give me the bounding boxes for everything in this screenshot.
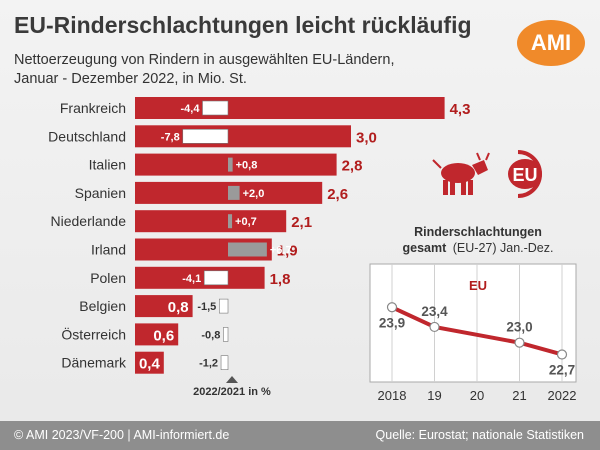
inset-series: 23,9 23,4 23,0 22,7 <box>379 302 575 377</box>
category-label: Deutschland <box>48 128 126 144</box>
bar-value-label: 3,0 <box>356 129 377 146</box>
change-label: -0,8 <box>201 329 220 341</box>
bar-value-label: 1,8 <box>270 271 291 288</box>
x-tick-label: 19 <box>427 388 441 403</box>
change-box <box>228 242 267 257</box>
inset-title-bold: gesamt <box>403 241 448 255</box>
svg-text:EU: EU <box>512 165 537 185</box>
category-label: Belgien <box>79 298 126 314</box>
change-label: +6,7 <box>270 245 292 257</box>
data-label: 23,9 <box>379 315 405 330</box>
cow-icon <box>432 152 490 195</box>
bar-value-label: 1,9 <box>277 243 298 260</box>
change-label: -1,5 <box>197 301 216 313</box>
subtitle-line-1: Nettoerzeugung von Rindern in ausgewählt… <box>14 52 395 68</box>
inset-plot-area <box>369 263 577 383</box>
change-box <box>219 298 229 314</box>
data-point <box>514 337 525 348</box>
bar <box>135 153 337 176</box>
x-tick-label: 20 <box>470 388 484 403</box>
chart-title: EU-Rinderschlachtungen leicht rückläufig <box>14 12 472 38</box>
inset-title-line-2: gesamt (EU-27) Jan.-Dez. <box>403 241 554 255</box>
subtitle-line-2: Januar - Dezember 2022, in Mio. St. <box>14 71 247 87</box>
category-label: Irland <box>91 242 126 258</box>
change-box <box>223 327 229 342</box>
inset-title-line-1: Rinderschlachtungen <box>414 225 542 239</box>
data-label: 23,0 <box>506 320 532 335</box>
bar-value-label: 0,4 <box>139 356 161 373</box>
change-label: +2,0 <box>243 188 265 200</box>
bar-value-label: 2,1 <box>291 214 312 231</box>
data-label: 22,7 <box>549 362 575 377</box>
bar-value-label: 4,3 <box>450 101 471 118</box>
footer-copyright: © AMI 2023/VF-200 | AMI-informiert.de <box>14 428 230 442</box>
data-point <box>386 302 398 313</box>
chart-subtitle: Nettoerzeugung von Rindern in ausgewählt… <box>14 51 394 89</box>
bar <box>135 351 164 374</box>
bar <box>135 266 265 289</box>
footer-source: Quelle: Eurostat; nationale Statistiken <box>375 428 584 442</box>
category-label: Dänemark <box>61 355 127 371</box>
bar-value-label: 2,6 <box>327 186 348 203</box>
bar-value-label: 0,8 <box>168 299 189 316</box>
change-label: -4,4 <box>181 103 201 115</box>
data-label: 23,4 <box>421 304 448 319</box>
inset-line-chart: Rinderschlachtungen gesamt (EU-27) Jan.-… <box>369 225 577 403</box>
inset-title-rest: (EU-27) Jan.-Dez. <box>453 241 554 255</box>
bar-chart: Frankreich 4,3 -4,4 Deutschland 3,0 -7,8 Itali… <box>48 97 470 374</box>
inset-gridlines <box>391 264 563 382</box>
x-tick-label: 2018 <box>378 388 407 403</box>
bar-value-label: 0,6 <box>153 327 174 344</box>
x-tick-label: 21 <box>512 388 526 403</box>
bar <box>135 323 179 346</box>
data-point <box>429 321 440 333</box>
category-label: Österreich <box>61 325 126 342</box>
change-box <box>228 157 233 172</box>
series-label-eu: EU <box>469 278 487 293</box>
bar-value-label: 2,8 <box>342 158 363 175</box>
ami-logo: AMI <box>517 20 585 66</box>
bar <box>135 210 287 233</box>
category-label: Italien <box>89 157 126 173</box>
eu-badge-icon: EU <box>508 150 542 198</box>
change-label: +0,7 <box>235 216 257 228</box>
change-box <box>228 214 233 229</box>
change-label: -4,1 <box>182 273 201 285</box>
change-label: -7,8 <box>161 131 180 143</box>
change-box <box>220 355 229 371</box>
change-box <box>182 129 229 144</box>
change-box <box>203 270 229 286</box>
category-label: Polen <box>90 270 126 286</box>
change-label: +0,8 <box>236 160 258 172</box>
change-label: -1,2 <box>199 358 218 370</box>
category-label: Niederlande <box>51 213 127 229</box>
up-arrow-icon <box>226 376 238 383</box>
category-label: Spanien <box>75 185 126 201</box>
change-box <box>202 100 229 116</box>
footer-bar: © AMI 2023/VF-200 | AMI-informiert.de Qu… <box>0 421 600 450</box>
x-tick-label: 2022 <box>548 388 577 403</box>
change-note-label: 2022/2021 in % <box>193 386 271 398</box>
series-line-eu <box>391 305 563 357</box>
category-label: Frankreich <box>60 100 126 116</box>
change-note: 2022/2021 in % <box>193 376 271 398</box>
bar <box>135 295 193 318</box>
data-point <box>556 349 568 360</box>
change-box <box>228 185 240 200</box>
inset-x-axis: 2018 19 20 21 2022 <box>378 388 577 403</box>
